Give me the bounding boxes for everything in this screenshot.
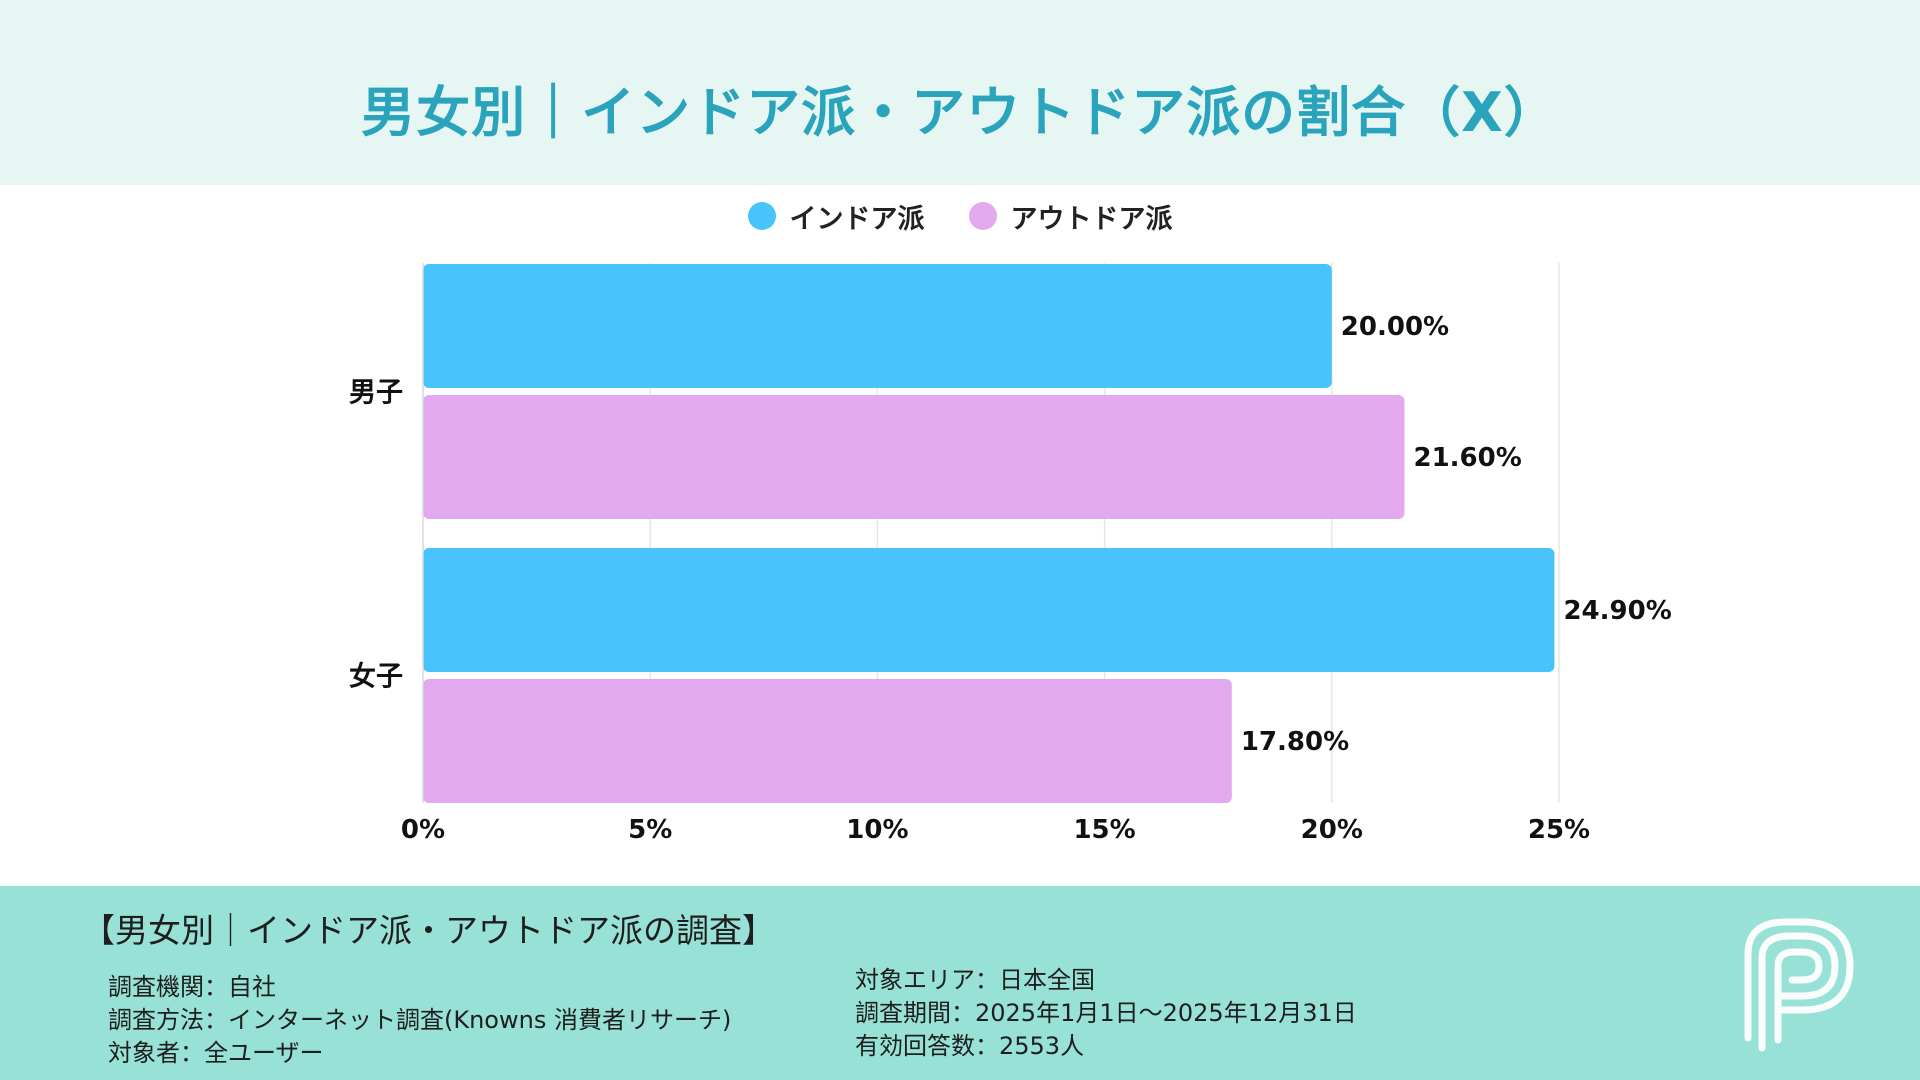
- survey-info-right: 対象エリア：日本全国 調査期間：2025年1月1日〜2025年12月31日 有効…: [855, 964, 1357, 1063]
- legend-label-outdoor: アウトドア派: [1010, 203, 1173, 235]
- data-label-outdoor-1: 17.80%: [1241, 727, 1349, 757]
- bar-chart: 20.00% 21.60% 男子 24.90% 17.80% 女子 0% 5% 10% 15% 20…: [349, 263, 1672, 845]
- x-tick-label-20: 20%: [1301, 815, 1363, 845]
- survey-method: 調査方法：インターネット調査(Knowns 消費者リサーチ): [108, 1006, 732, 1034]
- p-logo-icon: [1744, 918, 1854, 1052]
- data-label-indoor-1: 24.90%: [1563, 596, 1671, 626]
- bar-outdoor-0: [423, 395, 1405, 519]
- bar-indoor-0: [423, 264, 1332, 388]
- legend: インドア派 アウトドア派: [0, 196, 1920, 236]
- bar-indoor-1: [423, 548, 1555, 672]
- survey-period: 調査期間：2025年1月1日〜2025年12月31日: [855, 999, 1357, 1027]
- legend-item-outdoor: アウトドア派: [968, 197, 1173, 236]
- category-label-0: 男子: [349, 378, 403, 409]
- survey-area: 対象エリア：日本全国: [855, 966, 1095, 994]
- x-tick-label-10: 10%: [846, 815, 908, 845]
- data-label-indoor-0: 20.00%: [1341, 312, 1449, 342]
- x-tick-label-15: 15%: [1073, 815, 1135, 845]
- data-label-outdoor-0: 21.60%: [1414, 443, 1522, 473]
- legend-dot-outdoor: [968, 202, 997, 230]
- header-band: 男女別｜インドア派・アウトドア派の割合（X）: [0, 0, 1920, 185]
- legend-item-indoor: インドア派: [747, 197, 925, 236]
- legend-label-indoor: インドア派: [789, 203, 925, 235]
- x-tick-label-25: 25%: [1528, 815, 1590, 845]
- survey-organization: 調査機関：自社: [108, 973, 276, 1001]
- survey-heading: 【男女別｜インドア派・アウトドア派の調査】: [82, 911, 775, 950]
- survey-target: 対象者：全ユーザー: [108, 1039, 324, 1067]
- footer-band: 【男女別｜インドア派・アウトドア派の調査】 調査機関：自社 調査方法：インターネ…: [0, 886, 1920, 1080]
- bar-outdoor-1: [423, 679, 1232, 803]
- x-tick-label-0: 0%: [401, 815, 445, 845]
- category-label-1: 女子: [349, 661, 403, 693]
- x-tick-label-5: 5%: [628, 815, 672, 845]
- chart-title: 男女別｜インドア派・アウトドア派の割合（X）: [361, 81, 1559, 144]
- legend-dot-indoor: [747, 202, 776, 230]
- survey-responses: 有効回答数：2553人: [855, 1032, 1085, 1060]
- survey-info-left: 調査機関：自社 調査方法：インターネット調査(Knowns 消費者リサーチ) 対…: [108, 971, 731, 1070]
